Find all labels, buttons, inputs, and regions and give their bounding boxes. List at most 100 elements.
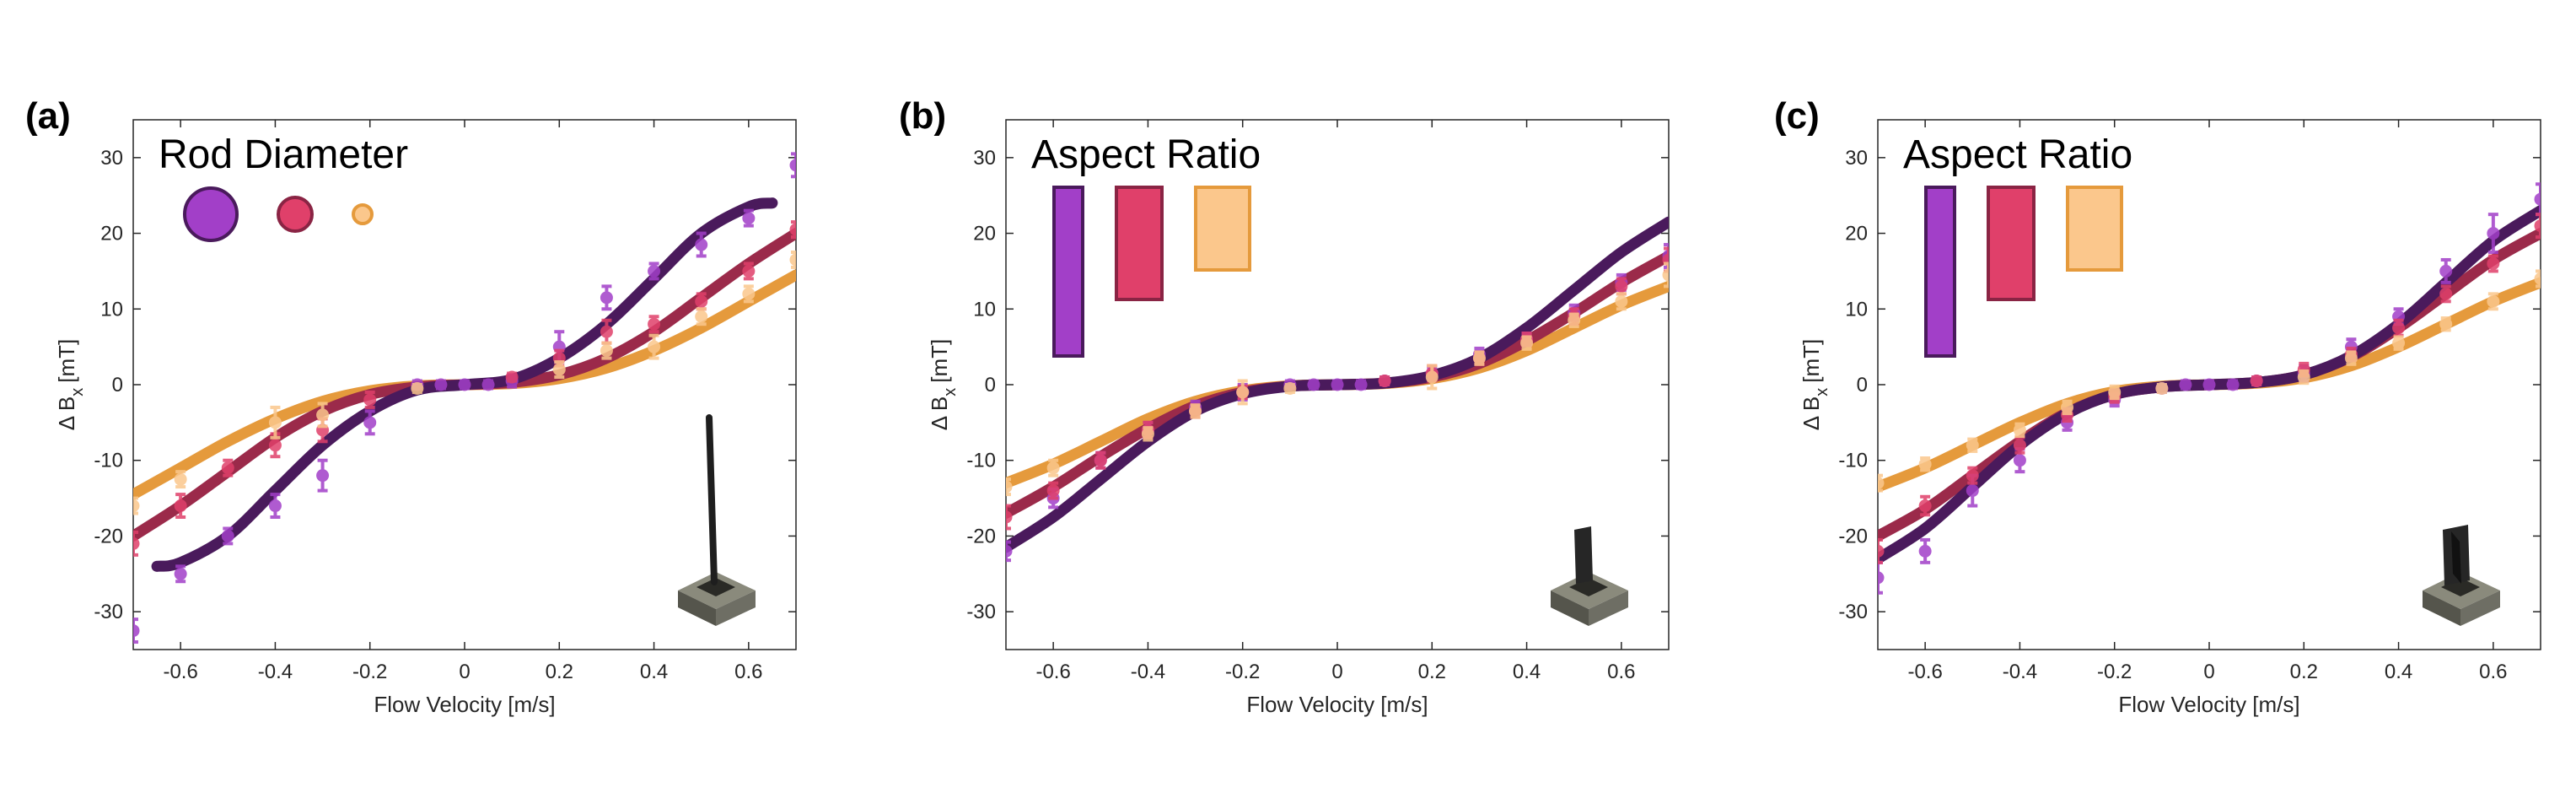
x-tick-label: 0.4: [640, 661, 668, 683]
legend-title: Aspect Ratio: [1031, 132, 1261, 177]
legend-bar-medium: [1987, 186, 2036, 301]
marker: [1878, 477, 1885, 490]
marker: [2439, 264, 2453, 278]
marker: [695, 310, 708, 323]
sensor-base-right: [716, 591, 756, 626]
data-point-large: [481, 378, 495, 391]
data-point-large: [316, 458, 330, 493]
x-tick-label: 0.4: [2385, 661, 2412, 683]
x-tick-label: -0.6: [163, 661, 197, 683]
data-point-medium: [1966, 466, 1979, 485]
marker: [1568, 314, 1581, 327]
marker: [1094, 454, 1107, 467]
marker: [2297, 370, 2310, 384]
x-axis-label: Flow Velocity [m/s]: [2118, 692, 2299, 717]
panel-2: -0.6 -0.4 -0.2 0 0.2 0.4 0.6 -30 -20 -10 0 10 20 30 Fl…: [899, 95, 1670, 717]
marker: [1378, 375, 1391, 388]
y-tick-label: -30: [966, 601, 996, 623]
sensor-base-right: [1589, 591, 1628, 626]
y-tick-label: 10: [973, 298, 996, 321]
marker: [789, 253, 796, 267]
x-tick-label: -0.4: [2003, 661, 2037, 683]
legend-bar-tall: [1052, 186, 1084, 358]
marker: [648, 264, 661, 278]
marker: [1966, 484, 1979, 498]
marker: [1006, 480, 1013, 493]
x-axis-label: Flow Velocity [m/s]: [1246, 692, 1428, 717]
marker: [2344, 352, 2358, 365]
marker: [2226, 378, 2240, 391]
data-point-medium: [1006, 504, 1013, 531]
data-point-large: [221, 526, 234, 546]
x-tick-label: -0.6: [1035, 661, 1070, 683]
data-point-large: [648, 262, 661, 281]
marker: [2013, 423, 2026, 437]
sensor-base-left: [2423, 591, 2460, 626]
y-tick-label: 10: [100, 298, 123, 321]
x-tick-label: -0.2: [1225, 661, 1260, 683]
y-axis-label: Δ Bx [mT]: [54, 339, 87, 431]
panel-1: -0.6 -0.4 -0.2 0 0.2 0.4 0.6 -30 -20 -10 0 10 20 30 Fl…: [25, 95, 797, 717]
marker: [600, 291, 613, 305]
data-point-large: [695, 231, 708, 258]
x-tick-label: 0.6: [1607, 661, 1635, 683]
marker: [600, 325, 613, 338]
sensor-base-left: [678, 591, 716, 626]
y-tick-label: -20: [94, 525, 123, 547]
marker: [695, 238, 708, 251]
marker: [2487, 294, 2500, 308]
x-tick-label: 0: [459, 661, 470, 683]
y-axis-label-main: Δ B: [54, 396, 79, 431]
y-tick-label: 0: [112, 374, 123, 396]
x-tick-label: -0.2: [352, 661, 387, 683]
marker: [2439, 287, 2453, 300]
marker: [316, 408, 330, 422]
marker: [316, 469, 330, 483]
y-axis-label-main: Δ B: [927, 396, 952, 431]
data-point-wide: [2487, 292, 2500, 311]
y-tick-label: 0: [985, 374, 996, 396]
legend-circle-small: [352, 203, 374, 225]
marker: [133, 537, 140, 550]
data-point-tall: [1918, 537, 1932, 564]
data-point-wide: [1966, 437, 1979, 453]
marker: [2487, 256, 2500, 270]
data-point-small: [133, 496, 140, 515]
data-point-tall: [2226, 378, 2240, 391]
marker: [2179, 378, 2192, 391]
marker: [1046, 461, 1060, 475]
y-tick-label: -10: [94, 450, 123, 472]
legend-bar-medium: [1115, 186, 1164, 301]
marker: [481, 378, 495, 391]
y-tick-label: 20: [1845, 223, 1868, 245]
marker: [1918, 457, 1932, 471]
data-point-wide: [2155, 381, 2169, 395]
marker: [2534, 192, 2541, 206]
data-point-wide: [1520, 335, 1534, 351]
data-point-medium: [1378, 375, 1391, 388]
data-point-large: [133, 618, 140, 645]
panel-label: (a): [25, 95, 71, 137]
data-point-small: [268, 405, 282, 440]
data-point-large: [600, 284, 613, 311]
data-point-small: [742, 284, 756, 304]
data-point-large: [268, 493, 282, 519]
sensor-base-left: [1551, 591, 1589, 626]
data-point-medium: [133, 530, 140, 557]
data-point-small: [695, 307, 708, 326]
marker: [1918, 499, 1932, 513]
data-point-wide: [1878, 473, 1885, 493]
marker: [1520, 337, 1534, 350]
marker: [1006, 544, 1013, 558]
data-point-tall: [2179, 378, 2192, 391]
data-point-wide: [1236, 379, 1250, 406]
data-point-medium: [2439, 284, 2453, 304]
data-point-wide: [1141, 426, 1154, 442]
y-tick-label: -10: [1838, 450, 1868, 472]
data-point-wide: [2061, 399, 2074, 416]
marker: [1878, 544, 1885, 558]
marker: [1966, 439, 1979, 452]
marker: [411, 381, 424, 395]
y-tick-label: -30: [94, 601, 123, 623]
data-point-tall: [2439, 257, 2453, 284]
